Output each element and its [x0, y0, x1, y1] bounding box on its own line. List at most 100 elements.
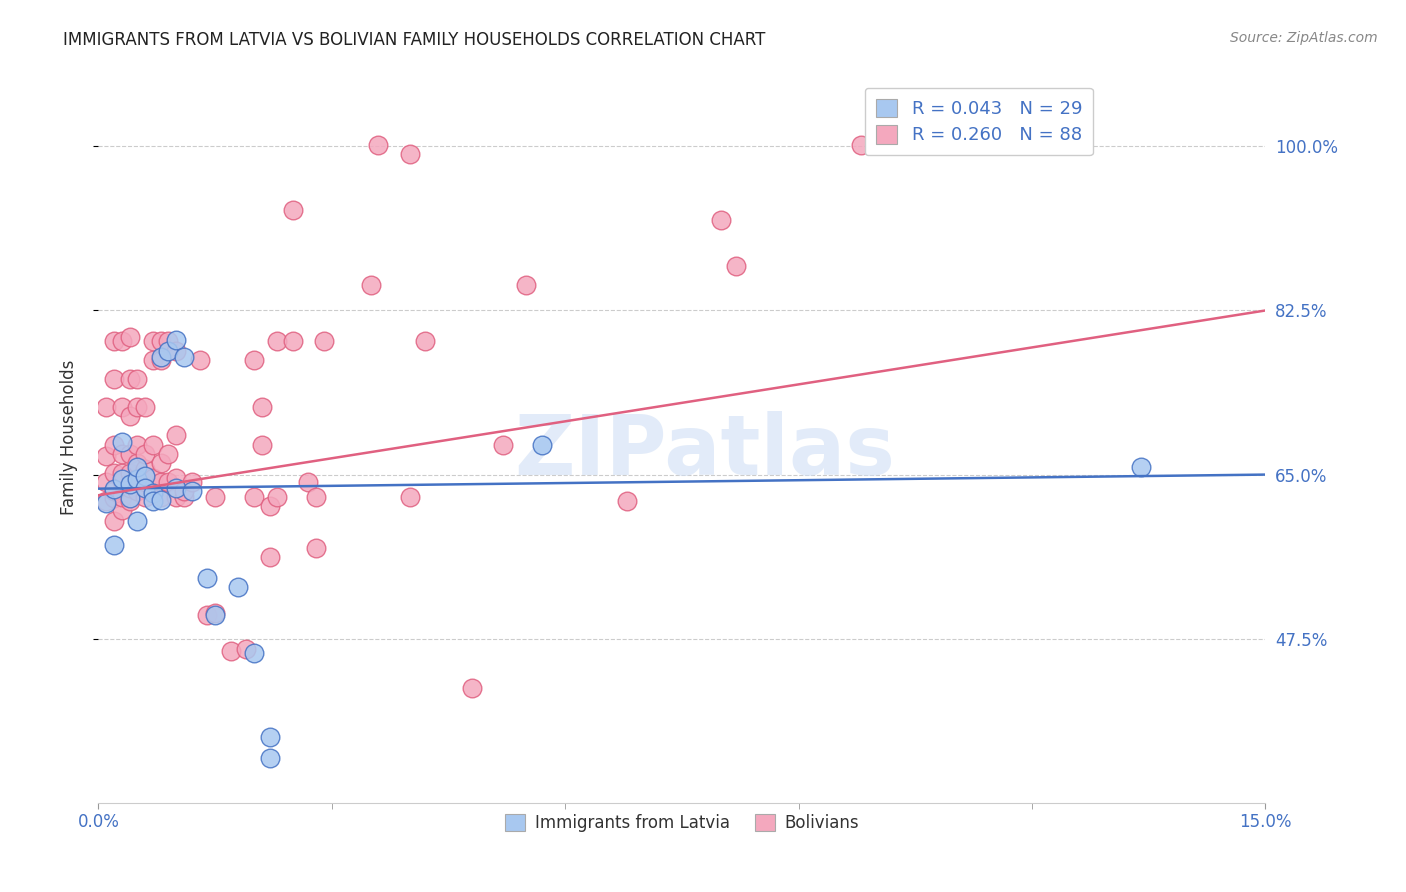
Point [398, 490, 420, 504]
Point [118, 481, 141, 495]
Point [134, 481, 156, 495]
Point [142, 334, 165, 349]
Point [134, 469, 156, 483]
Y-axis label: Family Households: Family Households [59, 359, 77, 515]
Point [111, 447, 134, 461]
Point [398, 147, 420, 161]
Point [103, 466, 125, 480]
Point [157, 447, 180, 461]
Point [149, 490, 172, 504]
Point [281, 334, 304, 349]
Point [312, 334, 335, 349]
Point [195, 571, 218, 585]
Point [266, 334, 288, 349]
Point [142, 493, 165, 508]
Point [195, 608, 218, 623]
Point [360, 278, 382, 293]
Point [367, 137, 389, 152]
Point [118, 372, 141, 386]
Point [142, 484, 165, 499]
Point [157, 343, 180, 358]
Point [259, 730, 281, 744]
Point [204, 490, 226, 504]
Point [157, 334, 180, 349]
Point [149, 353, 172, 368]
Point [103, 482, 125, 496]
Point [118, 491, 141, 505]
Point [165, 481, 187, 495]
Point [103, 334, 125, 349]
Point [118, 493, 141, 508]
Point [204, 607, 226, 621]
Point [259, 751, 281, 765]
Point [530, 437, 553, 451]
Point [243, 490, 266, 504]
Point [103, 491, 125, 505]
Point [103, 484, 125, 499]
Point [142, 486, 165, 500]
Point [127, 471, 149, 485]
Point [250, 437, 273, 451]
Point [1129, 460, 1152, 475]
Point [118, 477, 141, 491]
Point [118, 466, 141, 480]
Point [111, 503, 134, 517]
Point [134, 490, 156, 504]
Point [228, 580, 250, 594]
Point [142, 353, 165, 368]
Point [188, 353, 211, 368]
Text: IMMIGRANTS FROM LATVIA VS BOLIVIAN FAMILY HOUSEHOLDS CORRELATION CHART: IMMIGRANTS FROM LATVIA VS BOLIVIAN FAMIL… [63, 31, 766, 49]
Point [103, 372, 125, 386]
Point [118, 330, 141, 344]
Point [305, 541, 328, 555]
Point [204, 608, 226, 623]
Point [259, 500, 281, 514]
Point [142, 471, 165, 485]
Point [243, 353, 266, 368]
Point [127, 372, 149, 386]
Point [149, 475, 172, 489]
Point [266, 490, 288, 504]
Point [149, 456, 172, 470]
Point [173, 490, 195, 504]
Point [165, 343, 187, 358]
Point [413, 334, 436, 349]
Legend: Immigrants from Latvia, Bolivians: Immigrants from Latvia, Bolivians [498, 807, 866, 838]
Point [492, 437, 515, 451]
Point [180, 484, 202, 499]
Point [149, 492, 172, 507]
Point [134, 447, 156, 461]
Point [259, 550, 281, 565]
Point [165, 334, 187, 348]
Point [127, 400, 149, 414]
Point [134, 400, 156, 414]
Point [157, 475, 180, 489]
Point [111, 334, 134, 349]
Point [111, 400, 134, 414]
Point [96, 475, 118, 489]
Point [127, 460, 149, 475]
Point [127, 456, 149, 470]
Point [118, 409, 141, 424]
Point [103, 538, 125, 552]
Point [173, 484, 195, 499]
Point [103, 437, 125, 451]
Point [165, 490, 187, 504]
Text: Source: ZipAtlas.com: Source: ZipAtlas.com [1230, 31, 1378, 45]
Point [180, 475, 202, 489]
Point [305, 490, 328, 504]
Point [134, 475, 156, 489]
Point [250, 400, 273, 414]
Point [127, 437, 149, 451]
Point [103, 515, 125, 529]
Point [127, 515, 149, 529]
Point [111, 472, 134, 486]
Point [118, 447, 141, 461]
Point [149, 351, 172, 365]
Point [515, 278, 537, 293]
Point [616, 493, 638, 508]
Point [461, 681, 484, 696]
Point [96, 496, 118, 510]
Point [111, 434, 134, 449]
Point [96, 400, 118, 414]
